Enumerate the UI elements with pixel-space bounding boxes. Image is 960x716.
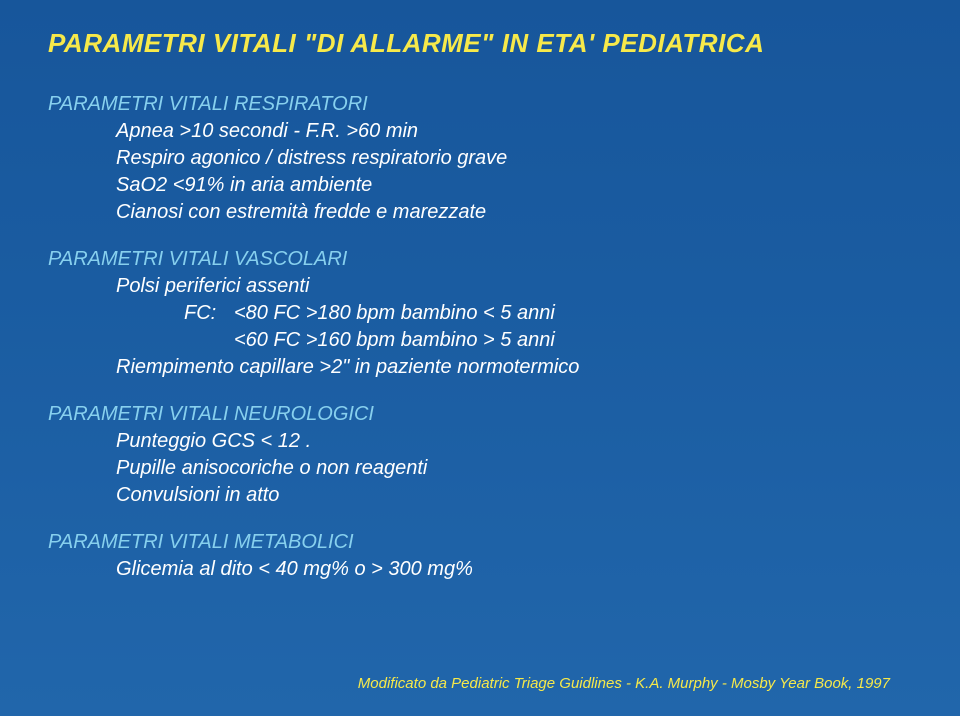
respiratory-heading: PARAMETRI VITALI RESPIRATORI <box>48 93 912 116</box>
respiratory-line: Respiro agonico / distress respiratorio … <box>48 145 912 172</box>
fc-value: <80 FC >180 bpm bambino < 5 anni <box>234 300 555 327</box>
respiratory-line: Apnea >10 secondi - F.R. >60 min <box>48 118 912 145</box>
neuro-line: Pupille anisocoriche o non reagenti <box>48 455 912 482</box>
vascular-line: Polsi periferici assenti <box>48 273 912 300</box>
metabolic-block: PARAMETRI VITALI METABOLICI Glicemia al … <box>48 531 912 583</box>
fc-value: <60 FC >160 bpm bambino > 5 anni <box>234 329 555 351</box>
neuro-block: PARAMETRI VITALI NEUROLOGICI Punteggio G… <box>48 403 912 509</box>
vascular-line: Riempimento capillare >2" in paziente no… <box>48 354 912 381</box>
respiratory-line: SaO2 <91% in aria ambiente <box>48 172 912 199</box>
respiratory-line: Cianosi con estremità fredde e marezzate <box>48 199 912 226</box>
metabolic-line: Glicemia al dito < 40 mg% o > 300 mg% <box>48 556 912 583</box>
neuro-heading: PARAMETRI VITALI NEUROLOGICI <box>48 403 912 426</box>
vascular-fc-row: FC: <80 FC >180 bpm bambino < 5 anni <box>48 300 912 327</box>
footer-citation: Modificato da Pediatric Triage Guidlines… <box>358 675 890 692</box>
neuro-line: Punteggio GCS < 12 . <box>48 428 912 455</box>
fc-label: FC: <box>116 300 234 327</box>
metabolic-heading: PARAMETRI VITALI METABOLICI <box>48 531 912 554</box>
respiratory-block: PARAMETRI VITALI RESPIRATORI Apnea >10 s… <box>48 93 912 226</box>
vascular-block: PARAMETRI VITALI VASCOLARI Polsi perifer… <box>48 248 912 381</box>
neuro-line: Convulsioni in atto <box>48 482 912 509</box>
slide-title: PARAMETRI VITALI "DI ALLARME" IN ETA' PE… <box>48 28 912 59</box>
vascular-heading: PARAMETRI VITALI VASCOLARI <box>48 248 912 271</box>
